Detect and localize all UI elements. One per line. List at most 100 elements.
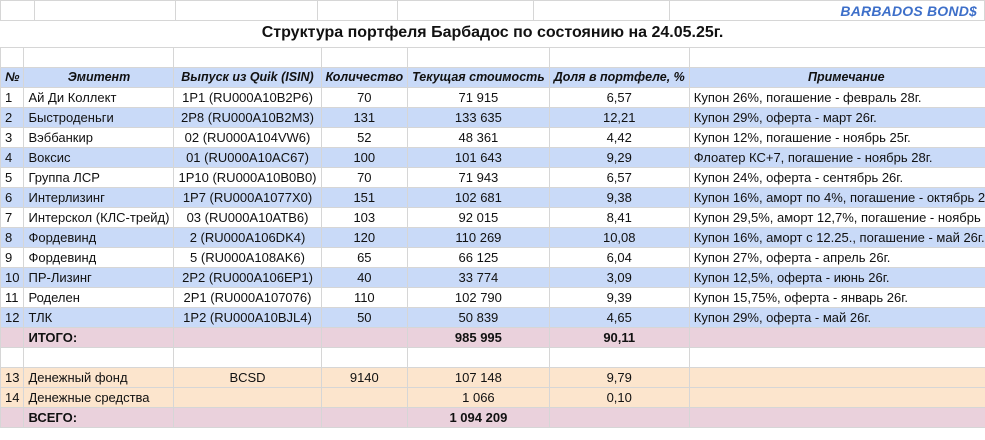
header-share[interactable]: Доля в портфеле, % [548,67,690,88]
header-issuer[interactable]: Эмитент [23,67,175,88]
value-cell[interactable]: 48 361 [407,127,550,148]
value-cell[interactable]: 92 015 [407,207,550,228]
value-cell[interactable]: 50 839 [407,307,550,328]
cell[interactable] [533,0,671,21]
quantity-cell[interactable]: 103 [320,207,409,228]
issuer-cell[interactable]: Вэббанкир [23,127,175,148]
cell[interactable] [0,327,25,348]
row-number[interactable]: 1 [0,87,25,108]
cell[interactable] [0,347,25,368]
row-number[interactable]: 4 [0,147,25,168]
header-note[interactable]: Примечание [688,67,985,88]
cell[interactable] [23,47,175,68]
value-cell[interactable]: 133 635 [407,107,550,128]
issue-cell[interactable]: 1Р2 (RU000A10BJL4) [173,307,322,328]
row-number[interactable]: 9 [0,247,25,268]
value-cell[interactable]: 71 915 [407,87,550,108]
issuer-cell[interactable]: Роделен [23,287,175,308]
row-number[interactable]: 14 [0,387,25,408]
row-number[interactable]: 2 [0,107,25,128]
quantity-cell[interactable]: 50 [320,307,409,328]
header-number[interactable]: № [0,67,25,88]
issue-cell[interactable]: 1Р7 (RU000A1077X0) [173,187,322,208]
quantity-cell[interactable]: 9140 [320,367,409,388]
note-cell[interactable] [688,367,985,388]
note-cell[interactable]: Купон 24%, оферта - сентябрь 26г. [688,167,985,188]
value-cell[interactable]: 102 681 [407,187,550,208]
value-cell[interactable]: 110 269 [407,227,550,248]
share-cell[interactable]: 3,09 [548,267,690,288]
issue-cell[interactable]: 03 (RU000A10ATB6) [173,207,322,228]
share-cell[interactable]: 6,57 [548,167,690,188]
row-number[interactable]: 7 [0,207,25,228]
note-cell[interactable]: Купон 16%, аморт по 4%, погашение - октя… [688,187,985,208]
quantity-cell[interactable]: 52 [320,127,409,148]
share-cell[interactable]: 9,38 [548,187,690,208]
cell[interactable] [548,347,690,368]
cell[interactable] [688,327,985,348]
cell[interactable] [669,0,985,21]
issuer-cell[interactable]: ТЛК [23,307,175,328]
cell[interactable] [173,407,322,428]
quantity-cell[interactable]: 70 [320,167,409,188]
header-issue[interactable]: Выпуск из Quik (ISIN) [173,67,322,88]
grand-total-label[interactable]: ВСЕГО: [23,407,175,428]
value-cell[interactable]: 71 943 [407,167,550,188]
note-cell[interactable]: Купон 29%, оферта - март 26г. [688,107,985,128]
share-cell[interactable]: 9,39 [548,287,690,308]
note-cell[interactable]: Купон 29%, оферта - май 26г. [688,307,985,328]
note-cell[interactable]: Купон 16%, аморт с 12.25., погашение - м… [688,227,985,248]
issue-cell[interactable]: 2Р1 (RU000A107076) [173,287,322,308]
cell[interactable] [548,47,690,68]
issuer-cell[interactable]: Фордевинд [23,247,175,268]
header-value[interactable]: Текущая стоимость [407,67,550,88]
share-cell[interactable]: 6,57 [548,87,690,108]
quantity-cell[interactable]: 151 [320,187,409,208]
cell[interactable] [173,347,322,368]
total-label[interactable]: ИТОГО: [23,327,175,348]
quantity-cell[interactable] [320,387,409,408]
note-cell[interactable]: Купон 12%, погашение - ноябрь 25г. [688,127,985,148]
note-cell[interactable] [688,387,985,408]
share-cell[interactable]: 4,65 [548,307,690,328]
issue-cell[interactable]: 2 (RU000A106DK4) [173,227,322,248]
cell[interactable] [688,347,985,368]
cell[interactable] [173,327,322,348]
issuer-cell[interactable]: Ай Ди Коллект [23,87,175,108]
header-quantity[interactable]: Количество [320,67,409,88]
issuer-cell[interactable]: Денежный фонд [23,367,175,388]
cell[interactable] [688,407,985,428]
issuer-cell[interactable]: ПР-Лизинг [23,267,175,288]
cell[interactable] [0,0,35,21]
issue-cell[interactable]: 1Р10 (RU000A10B0B0) [173,167,322,188]
share-cell[interactable]: 8,41 [548,207,690,228]
issue-cell[interactable]: BCSD [173,367,322,388]
quantity-cell[interactable]: 110 [320,287,409,308]
share-cell[interactable]: 4,42 [548,127,690,148]
quantity-cell[interactable]: 131 [320,107,409,128]
note-cell[interactable]: Купон 26%, погашение - февраль 28г. [688,87,985,108]
share-cell[interactable]: 0,10 [548,387,690,408]
cell[interactable] [174,0,318,21]
cell[interactable] [407,47,550,68]
issuer-cell[interactable]: Интерскол (КЛС-трейд) [23,207,175,228]
row-number[interactable]: 5 [0,167,25,188]
quantity-cell[interactable]: 120 [320,227,409,248]
issuer-cell[interactable]: Денежные средства [23,387,175,408]
note-cell[interactable]: Купон 12,5%, оферта - июнь 26г. [688,267,985,288]
quantity-cell[interactable]: 40 [320,267,409,288]
row-number[interactable]: 10 [0,267,25,288]
issuer-cell[interactable]: Быстроденьги [23,107,175,128]
value-cell[interactable]: 1 066 [407,387,550,408]
cell[interactable] [320,407,409,428]
row-number[interactable]: 12 [0,307,25,328]
issue-cell[interactable]: 5 (RU000A108AK6) [173,247,322,268]
issue-cell[interactable]: 01 (RU000A10AC67) [173,147,322,168]
grand-total-value[interactable]: 1 094 209 [407,407,550,428]
cell[interactable] [0,407,25,428]
total-value[interactable]: 985 995 [407,327,550,348]
row-number[interactable]: 13 [0,367,25,388]
cell[interactable] [320,327,409,348]
issue-cell[interactable]: 1Р1 (RU000A10B2P6) [173,87,322,108]
issuer-cell[interactable]: Группа ЛСР [23,167,175,188]
